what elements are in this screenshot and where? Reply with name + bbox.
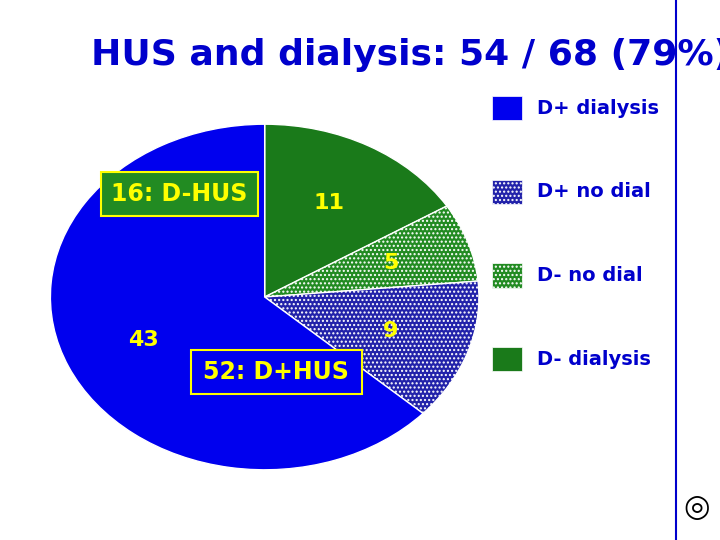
Text: HUS and dialysis: 54 / 68 (79%): HUS and dialysis: 54 / 68 (79%)	[91, 38, 720, 72]
Text: D- dialysis: D- dialysis	[537, 349, 651, 369]
FancyBboxPatch shape	[492, 263, 523, 287]
Wedge shape	[265, 124, 447, 297]
Text: D+ no dial: D+ no dial	[537, 182, 651, 201]
Text: 9: 9	[383, 321, 398, 341]
FancyBboxPatch shape	[101, 172, 258, 216]
Text: 52: D+HUS: 52: D+HUS	[204, 360, 349, 384]
Text: D+ dialysis: D+ dialysis	[537, 98, 660, 118]
Text: 5: 5	[383, 253, 398, 273]
Wedge shape	[265, 206, 478, 297]
FancyBboxPatch shape	[492, 347, 523, 372]
FancyBboxPatch shape	[492, 96, 523, 120]
Text: 16: D-HUS: 16: D-HUS	[111, 182, 248, 206]
Wedge shape	[50, 124, 423, 470]
Text: D- no dial: D- no dial	[537, 266, 643, 285]
Text: 43: 43	[127, 330, 158, 350]
FancyBboxPatch shape	[492, 179, 523, 204]
Text: ◎: ◎	[683, 493, 710, 522]
FancyBboxPatch shape	[191, 350, 361, 394]
Wedge shape	[265, 281, 479, 414]
Text: 11: 11	[314, 193, 345, 213]
